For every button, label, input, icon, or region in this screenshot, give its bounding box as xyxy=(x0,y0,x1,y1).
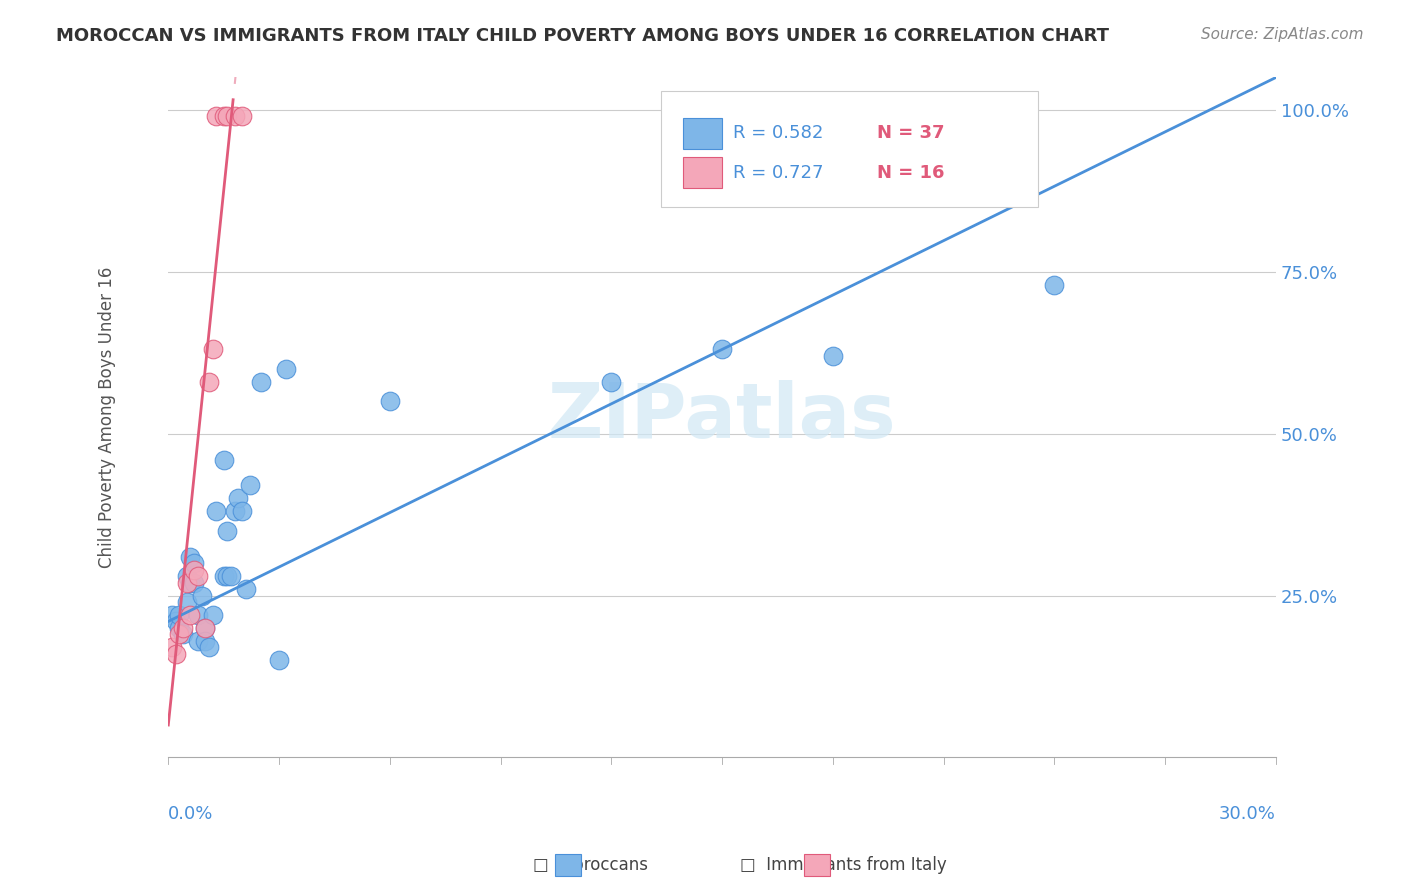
Point xyxy=(169,627,191,641)
Point xyxy=(224,109,246,123)
Point xyxy=(187,569,209,583)
Point xyxy=(179,549,201,564)
Point xyxy=(183,563,205,577)
Point xyxy=(160,640,183,655)
FancyBboxPatch shape xyxy=(661,91,1038,207)
Point xyxy=(194,633,217,648)
Text: R = 0.582: R = 0.582 xyxy=(733,124,824,142)
Point xyxy=(600,375,623,389)
Text: □  Moroccans: □ Moroccans xyxy=(533,856,648,874)
Point xyxy=(228,491,250,506)
Point xyxy=(235,582,257,596)
Text: □  Immigrants from Italy: □ Immigrants from Italy xyxy=(740,856,948,874)
Point xyxy=(276,362,298,376)
Text: 0.0%: 0.0% xyxy=(169,805,214,823)
Point xyxy=(172,621,194,635)
Point xyxy=(198,375,221,389)
Point xyxy=(187,607,209,622)
Point xyxy=(267,653,290,667)
Point xyxy=(194,621,217,635)
Point xyxy=(217,524,239,538)
FancyBboxPatch shape xyxy=(683,119,723,149)
Text: N = 16: N = 16 xyxy=(877,163,945,182)
Point xyxy=(231,504,253,518)
Text: Child Poverty Among Boys Under 16: Child Poverty Among Boys Under 16 xyxy=(98,267,117,568)
Text: MOROCCAN VS IMMIGRANTS FROM ITALY CHILD POVERTY AMONG BOYS UNDER 16 CORRELATION : MOROCCAN VS IMMIGRANTS FROM ITALY CHILD … xyxy=(56,27,1109,45)
Text: R = 0.727: R = 0.727 xyxy=(733,163,824,182)
Text: N = 37: N = 37 xyxy=(877,124,945,142)
Point xyxy=(187,633,209,648)
Text: ZIPatlas: ZIPatlas xyxy=(548,380,897,454)
Point xyxy=(165,615,187,629)
Point xyxy=(201,343,224,357)
Point xyxy=(217,569,239,583)
Point xyxy=(711,343,734,357)
Point xyxy=(238,478,260,492)
Point xyxy=(169,607,191,622)
Point xyxy=(231,109,253,123)
Point xyxy=(212,569,235,583)
Point xyxy=(201,607,224,622)
Point xyxy=(176,595,198,609)
Point xyxy=(176,575,198,590)
Point xyxy=(249,375,271,389)
Point xyxy=(183,556,205,570)
Point xyxy=(378,394,401,409)
Point xyxy=(821,349,844,363)
Point xyxy=(219,569,242,583)
Point xyxy=(212,109,235,123)
Point xyxy=(169,621,191,635)
Point xyxy=(205,504,228,518)
Point xyxy=(205,109,228,123)
Point xyxy=(212,452,235,467)
Point xyxy=(179,575,201,590)
Point xyxy=(217,109,239,123)
Point xyxy=(198,640,221,655)
Point xyxy=(190,589,212,603)
Point xyxy=(224,504,246,518)
Text: 30.0%: 30.0% xyxy=(1219,805,1277,823)
FancyBboxPatch shape xyxy=(683,157,723,187)
Point xyxy=(1043,277,1066,292)
Point xyxy=(172,627,194,641)
Point xyxy=(194,621,217,635)
Point xyxy=(179,607,201,622)
Point xyxy=(165,647,187,661)
Point xyxy=(160,607,183,622)
Text: Source: ZipAtlas.com: Source: ZipAtlas.com xyxy=(1201,27,1364,42)
Point xyxy=(176,569,198,583)
Point xyxy=(183,575,205,590)
